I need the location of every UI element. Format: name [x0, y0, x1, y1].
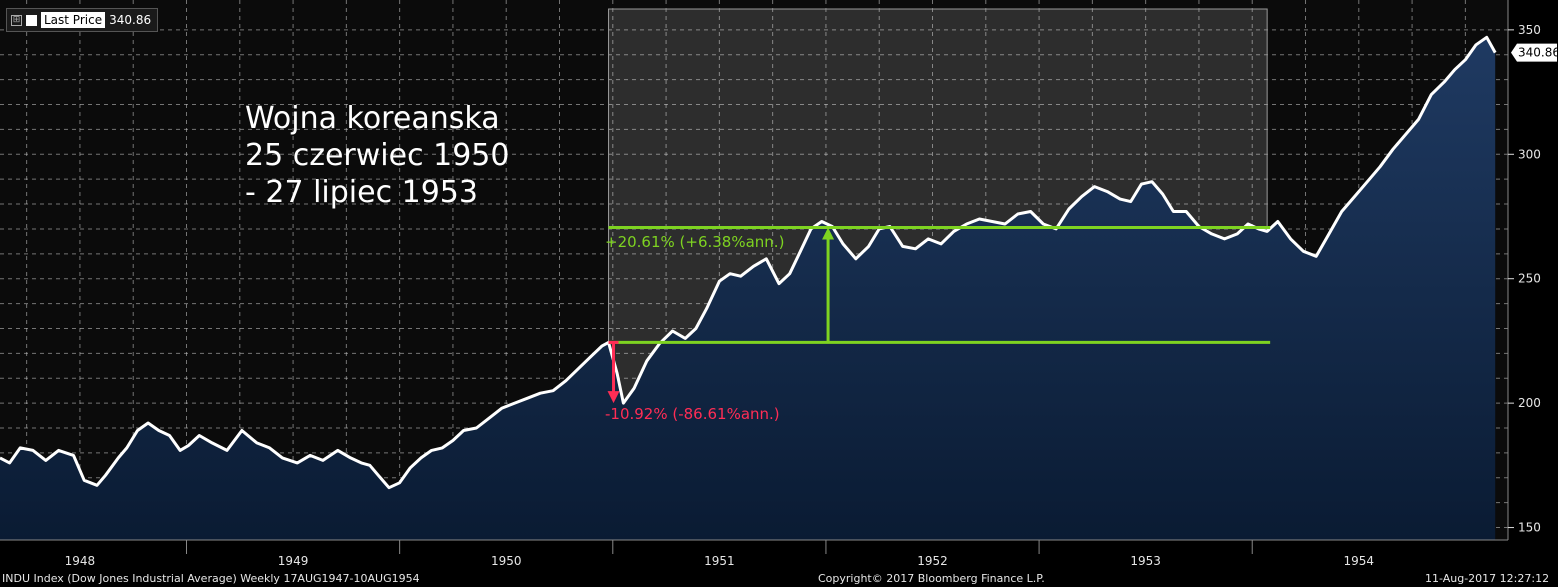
footer-bar: INDU Index (Dow Jones Industrial Average…: [0, 570, 1558, 587]
loss-label: -10.92% (-86.61%ann.): [605, 405, 780, 423]
y-axis-panel: [1508, 0, 1558, 540]
x-tick-label: 1950: [491, 554, 522, 568]
series-last-value: 340.86: [109, 13, 152, 27]
y-axis-ticks: 150 200 250 300 350: [1508, 23, 1541, 535]
x-tick-label: 1951: [704, 554, 735, 568]
x-tick-label: 1954: [1344, 554, 1375, 568]
price-line: [0, 35, 1497, 490]
x-tick-label: 1949: [278, 554, 309, 568]
y-tick-label: 150: [1518, 521, 1541, 535]
loss-arrow-head: [607, 391, 620, 404]
y-tick-label: 350: [1518, 23, 1541, 37]
price-chart: +20.61% (+6.38%ann.) -10.92% (-86.61%ann…: [0, 0, 1558, 570]
annotation-line-3: - 27 lipiec 1953: [245, 175, 478, 210]
x-tick-label: 1953: [1130, 554, 1161, 568]
annotation-line-1: Wojna koreanska: [245, 101, 500, 136]
x-tick-label: 1948: [65, 554, 96, 568]
last-price-value: 340.86: [1518, 46, 1558, 60]
x-axis-ticks: 19471948194919501951195219531954: [65, 540, 1375, 568]
series-swatch: [26, 14, 37, 26]
y-tick-label: 200: [1518, 396, 1541, 410]
annotation-line-2: 25 czerwiec 1950: [245, 138, 509, 173]
series-legend[interactable]: ⊞ Last Price 340.86: [6, 8, 159, 32]
last-price-tag: 340.86: [1511, 43, 1558, 62]
y-tick-label: 300: [1518, 147, 1541, 161]
x-tick-label: 1952: [917, 554, 948, 568]
y-tick-label: 250: [1518, 272, 1541, 286]
footer-timestamp: 11-Aug-2017 12:27:12: [1425, 572, 1550, 585]
footer-copyright: Copyright© 2017 Bloomberg Finance L.P.: [818, 572, 1045, 585]
gain-arrow-head: [822, 227, 835, 240]
series-label: Last Price: [41, 12, 106, 28]
gain-label: +20.61% (+6.38%ann.): [605, 233, 784, 251]
x-axis-panel: [0, 540, 1558, 570]
expand-icon[interactable]: ⊞: [11, 14, 22, 26]
footer-source: INDU Index (Dow Jones Industrial Average…: [2, 572, 420, 585]
price-area: [0, 37, 1496, 541]
